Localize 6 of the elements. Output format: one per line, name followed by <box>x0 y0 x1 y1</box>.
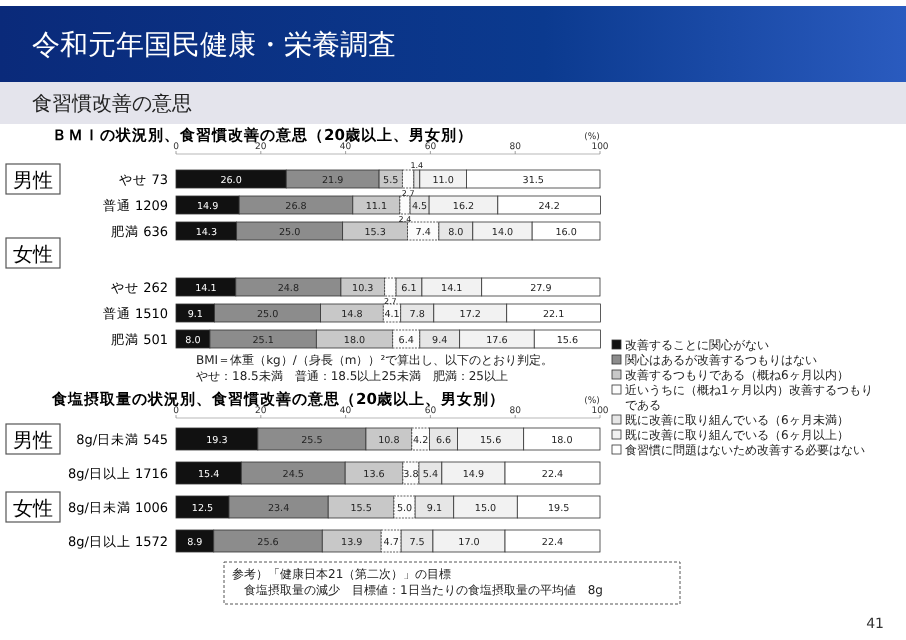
text: 男性 <box>13 428 53 453</box>
text: 令和元年国民健康・栄養調査 <box>32 30 396 62</box>
text: 食習慣改善の意思 <box>32 92 192 116</box>
text: 男性 <box>13 168 53 193</box>
text: 女性 <box>13 242 53 267</box>
text: 女性 <box>13 496 53 521</box>
